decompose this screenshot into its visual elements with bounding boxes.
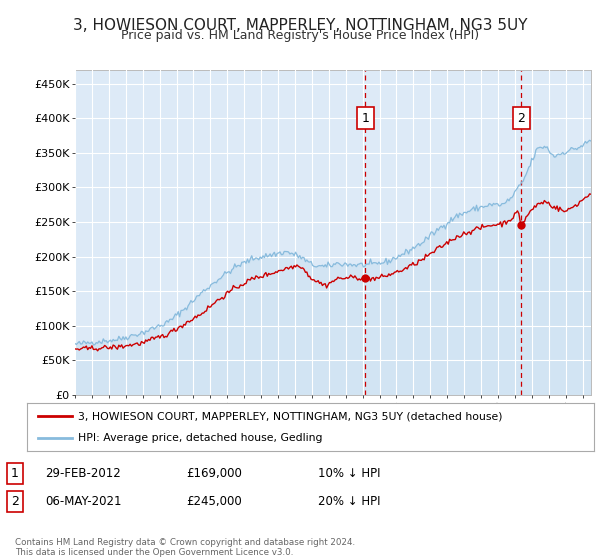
Text: 1: 1 xyxy=(362,112,370,125)
Text: 06-MAY-2021: 06-MAY-2021 xyxy=(45,494,121,508)
Text: 3, HOWIESON COURT, MAPPERLEY, NOTTINGHAM, NG3 5UY (detached house): 3, HOWIESON COURT, MAPPERLEY, NOTTINGHAM… xyxy=(78,411,503,421)
Text: 2: 2 xyxy=(517,112,525,125)
Text: £169,000: £169,000 xyxy=(186,466,242,480)
Text: £245,000: £245,000 xyxy=(186,494,242,508)
Text: 1: 1 xyxy=(11,466,19,480)
Text: 10% ↓ HPI: 10% ↓ HPI xyxy=(318,466,380,480)
Text: 20% ↓ HPI: 20% ↓ HPI xyxy=(318,494,380,508)
Text: Contains HM Land Registry data © Crown copyright and database right 2024.
This d: Contains HM Land Registry data © Crown c… xyxy=(15,538,355,557)
Text: 2: 2 xyxy=(11,494,19,508)
Text: 29-FEB-2012: 29-FEB-2012 xyxy=(45,466,121,480)
Text: Price paid vs. HM Land Registry's House Price Index (HPI): Price paid vs. HM Land Registry's House … xyxy=(121,29,479,42)
Text: HPI: Average price, detached house, Gedling: HPI: Average price, detached house, Gedl… xyxy=(78,433,323,443)
Text: 3, HOWIESON COURT, MAPPERLEY, NOTTINGHAM, NG3 5UY: 3, HOWIESON COURT, MAPPERLEY, NOTTINGHAM… xyxy=(73,18,527,33)
